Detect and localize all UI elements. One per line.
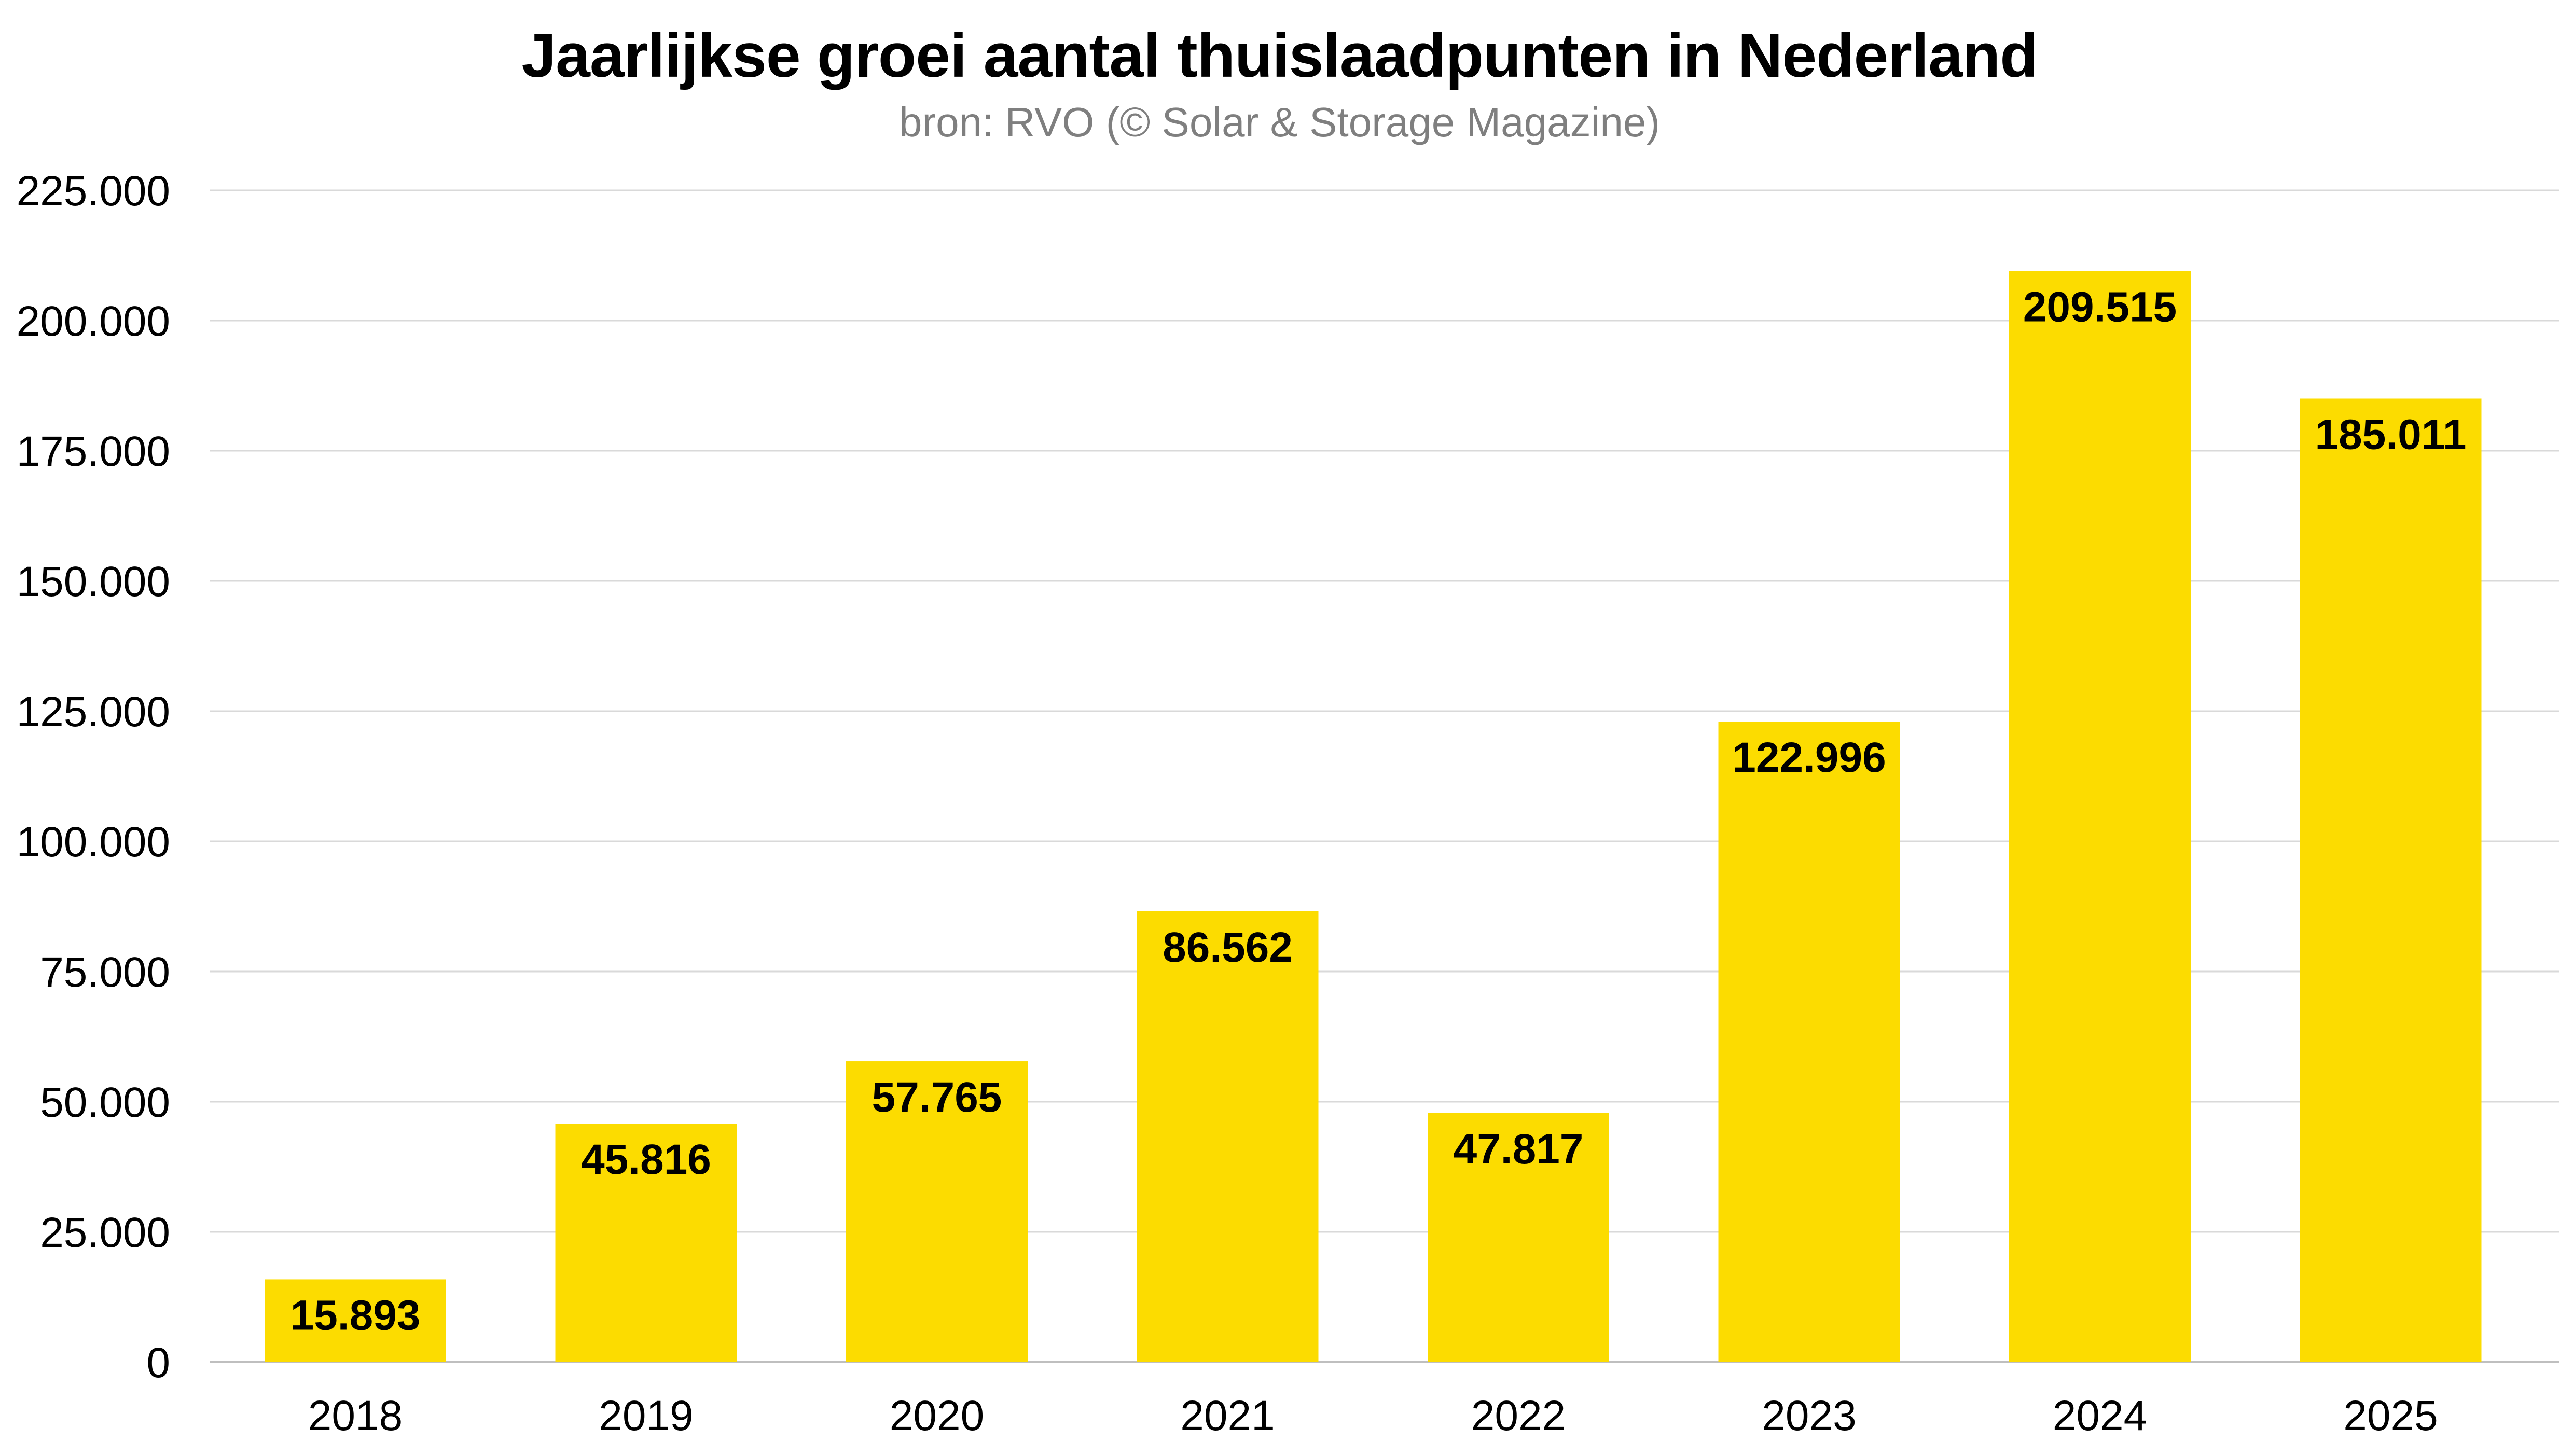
bar-2022 — [1428, 1113, 1609, 1362]
x-tick-label-2023: 2023 — [1762, 1392, 1856, 1439]
data-label-2023: 122.996 — [1732, 734, 1886, 781]
bars — [265, 271, 2482, 1363]
bar-2025 — [2300, 398, 2482, 1363]
y-axis: 0 25.000 50.000 75.000 100.000 125.000 150.000… — [17, 168, 170, 1386]
y-tick-label: 125.000 — [17, 688, 170, 736]
y-tick-label: 200.000 — [17, 298, 170, 345]
x-tick-label-2019: 2019 — [599, 1392, 693, 1439]
bar-2018 — [265, 1279, 446, 1362]
data-label-2021: 86.562 — [1163, 924, 1293, 971]
data-label-2022: 47.817 — [1454, 1126, 1584, 1173]
y-tick-label: 100.000 — [17, 819, 170, 866]
x-tick-label-2024: 2024 — [2053, 1392, 2147, 1439]
x-tick-label-2025: 2025 — [2343, 1392, 2438, 1439]
y-tick-label: 175.000 — [17, 428, 170, 475]
bar-2020 — [846, 1061, 1028, 1362]
data-label-2018: 15.893 — [291, 1292, 421, 1339]
y-tick-label: 75.000 — [40, 949, 170, 996]
x-tick-label-2020: 2020 — [890, 1392, 984, 1439]
chart-title: Jaarlijkse groei aantal thuislaadpunten … — [521, 21, 2038, 90]
y-tick-label: 0 — [146, 1339, 170, 1386]
data-label-2024: 209.515 — [2023, 283, 2177, 330]
x-tick-label-2021: 2021 — [1180, 1392, 1275, 1439]
data-label-2019: 45.816 — [581, 1136, 711, 1183]
x-tick-label-2018: 2018 — [308, 1392, 403, 1439]
y-tick-label: 150.000 — [17, 558, 170, 605]
x-tick-label-2022: 2022 — [1471, 1392, 1566, 1439]
data-labels: 15.893 45.816 57.765 86.562 47.817 122.996 209… — [291, 283, 2467, 1339]
bar-2021 — [1137, 911, 1319, 1362]
bar-2019 — [555, 1124, 737, 1362]
y-tick-label: 225.000 — [17, 168, 170, 215]
y-tick-label: 50.000 — [40, 1079, 170, 1126]
bar-2024 — [2009, 271, 2191, 1362]
chart-subtitle: bron: RVO (© Solar & Storage Magazine) — [898, 99, 1661, 145]
x-axis: 2018 2019 2020 2021 2022 2023 2024 2025 — [308, 1392, 2438, 1439]
y-tick-label: 25.000 — [40, 1209, 170, 1256]
data-label-2025: 185.011 — [2315, 411, 2467, 458]
bar-2023 — [1718, 722, 1900, 1362]
data-label-2020: 57.765 — [872, 1074, 1002, 1121]
